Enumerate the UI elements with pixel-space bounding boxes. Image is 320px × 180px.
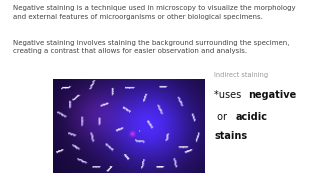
Text: *uses: *uses — [214, 90, 245, 100]
Text: Negative staining is a technique used in microscopy to visualize the morphology
: Negative staining is a technique used in… — [13, 5, 295, 20]
Text: Negative staining involves staining the background surrounding the specimen,
cre: Negative staining involves staining the … — [13, 40, 289, 54]
Text: acidic: acidic — [236, 112, 268, 122]
Text: negative: negative — [248, 90, 296, 100]
Text: stains: stains — [214, 131, 248, 141]
Text: or: or — [214, 112, 230, 122]
Text: Indirect staining: Indirect staining — [214, 72, 268, 78]
